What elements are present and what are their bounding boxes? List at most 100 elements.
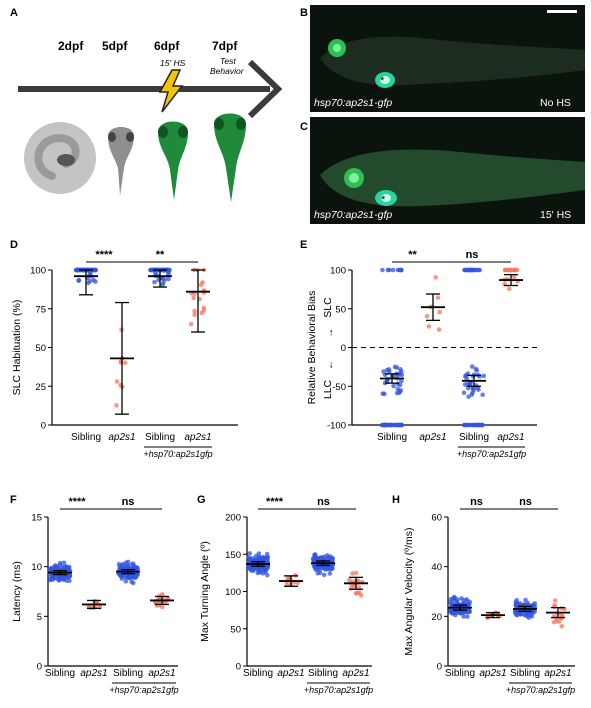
data-point xyxy=(315,555,321,561)
x-tick-label: Sibling xyxy=(308,668,338,679)
data-point xyxy=(60,564,65,570)
y-tick-label: 15 xyxy=(31,513,42,524)
data-point xyxy=(130,561,136,566)
data-point xyxy=(461,390,467,396)
data-point xyxy=(247,557,252,563)
x-tick-label: ap2s1 xyxy=(108,432,135,443)
data-point xyxy=(513,602,519,608)
data-point xyxy=(524,613,530,619)
y-tick-label: 0 xyxy=(37,662,42,673)
data-point xyxy=(480,392,485,398)
data-point xyxy=(321,572,327,578)
data-point xyxy=(380,267,385,273)
asterisk-c: * xyxy=(381,194,386,206)
data-point xyxy=(327,571,333,576)
data-point xyxy=(503,267,508,273)
data-point xyxy=(463,422,469,428)
significance-label: ns xyxy=(470,496,483,508)
y-axis-title-bottom: LLC xyxy=(322,379,334,399)
panel-label-a: A xyxy=(10,7,18,19)
data-point xyxy=(469,364,475,369)
larva-6dpf-icon xyxy=(158,121,188,200)
data-point xyxy=(392,364,398,370)
data-point xyxy=(552,598,558,603)
data-point xyxy=(384,422,390,428)
data-point xyxy=(135,572,140,577)
significance-label: ** xyxy=(156,249,165,261)
y-tick-label: 0 xyxy=(437,662,442,673)
y-tick-label: 0 xyxy=(236,662,241,673)
data-point xyxy=(436,327,442,332)
data-point xyxy=(122,360,128,366)
group-label: +hsp70:ap2s1gfp xyxy=(143,449,212,459)
data-point xyxy=(397,371,403,376)
data-point xyxy=(91,277,96,283)
data-point xyxy=(468,422,474,428)
label-c-right: 15' HS xyxy=(540,209,571,221)
data-point xyxy=(466,608,471,613)
y-tick-label: 60 xyxy=(431,513,442,524)
x-tick-label: ap2s1 xyxy=(544,668,571,679)
y-tick-label: 50 xyxy=(35,343,46,354)
data-point xyxy=(459,596,464,601)
data-point xyxy=(63,564,69,569)
data-point xyxy=(76,267,82,273)
lightning-icon xyxy=(158,69,184,113)
data-point xyxy=(313,552,318,557)
significance-label: **** xyxy=(266,496,284,508)
y-tick-label: -100 xyxy=(327,421,346,432)
data-point xyxy=(129,579,134,585)
data-point xyxy=(201,305,207,311)
data-point xyxy=(264,551,270,557)
significance-label: **** xyxy=(95,249,113,261)
arrow-down-icon: ↓ xyxy=(329,360,334,371)
data-point xyxy=(391,383,396,389)
data-point xyxy=(51,576,56,581)
data-point xyxy=(399,378,404,384)
data-point xyxy=(131,574,137,580)
y-axis-title: Max Turning Angle (º) xyxy=(199,541,211,642)
x-tick-label: Sibling xyxy=(71,432,101,443)
y-tick-label: 20 xyxy=(431,612,442,623)
data-point xyxy=(127,575,132,581)
data-point xyxy=(92,267,97,273)
data-point xyxy=(114,379,120,384)
x-tick-label: Sibling xyxy=(45,668,75,679)
data-point xyxy=(114,403,119,408)
y-tick-label: 0 xyxy=(41,421,46,432)
data-point xyxy=(86,280,91,286)
x-tick-label: ap2s1 xyxy=(497,432,524,443)
data-point xyxy=(449,601,454,607)
x-tick-label: Sibling xyxy=(510,668,540,679)
y-tick-label: 40 xyxy=(431,562,442,573)
data-point xyxy=(380,391,386,396)
y-tick-label: 100 xyxy=(225,587,241,598)
panel-label-h: H xyxy=(392,494,400,506)
data-point xyxy=(247,551,253,556)
x-tick-label: Sibling xyxy=(459,432,489,443)
data-point xyxy=(448,596,454,602)
data-point xyxy=(250,568,256,574)
data-point xyxy=(116,561,122,567)
data-point xyxy=(395,381,401,387)
x-tick-label: Sibling xyxy=(113,668,143,679)
data-point xyxy=(52,563,58,568)
y-axis-title: Max Angular Velocity (º/ms) xyxy=(403,527,415,655)
y-axis-title: Relative Behavioral Bias xyxy=(306,291,318,405)
data-point xyxy=(329,564,335,569)
data-point xyxy=(166,267,172,273)
y-tick-label: 50 xyxy=(230,624,241,635)
group-label: +hsp70:ap2s1gfp xyxy=(506,685,575,695)
data-point xyxy=(384,367,390,373)
data-point xyxy=(397,390,402,395)
data-point xyxy=(514,267,520,273)
asterisk-b: * xyxy=(380,75,385,87)
significance-label: ns xyxy=(466,249,479,261)
data-point xyxy=(437,309,442,315)
significance-label: **** xyxy=(68,496,86,508)
embryo-icon xyxy=(24,122,96,194)
data-point xyxy=(529,614,535,619)
day-label-5dpf: 5dpf xyxy=(102,39,128,53)
data-point xyxy=(330,555,336,561)
x-tick-label: ap2s1 xyxy=(277,668,304,679)
